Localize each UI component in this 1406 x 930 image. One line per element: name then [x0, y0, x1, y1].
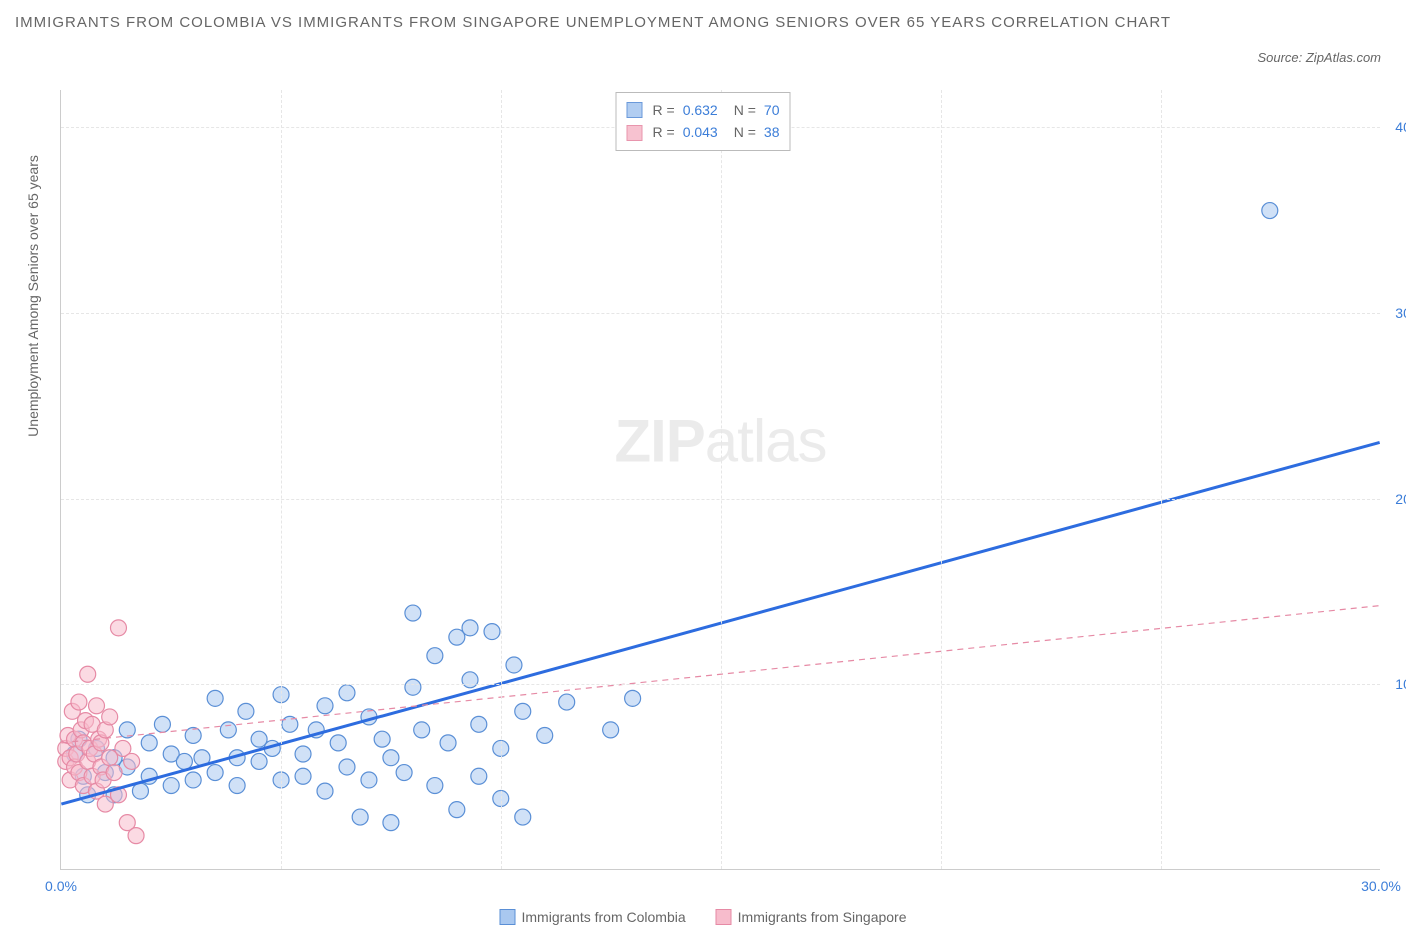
data-point [110, 620, 126, 636]
data-point [238, 703, 254, 719]
data-point [440, 735, 456, 751]
data-point [405, 605, 421, 621]
data-point [339, 685, 355, 701]
legend-n-label: N = [734, 99, 756, 121]
data-point [163, 778, 179, 794]
data-point [89, 698, 105, 714]
legend-r-value: 0.043 [683, 121, 718, 143]
legend-n-label: N = [734, 121, 756, 143]
data-point [396, 765, 412, 781]
y-tick-label: 30.0% [1395, 305, 1406, 321]
series-legend-label: Immigrants from Singapore [738, 909, 907, 925]
data-point [132, 783, 148, 799]
data-point [462, 672, 478, 688]
data-point [185, 772, 201, 788]
data-point [405, 679, 421, 695]
series-legend-item: Immigrants from Colombia [500, 909, 686, 925]
chart-title: IMMIGRANTS FROM COLOMBIA VS IMMIGRANTS F… [15, 10, 1391, 36]
plot-area: ZIPatlas 10.0%20.0%30.0%40.0%0.0%30.0% [60, 90, 1380, 870]
data-point [330, 735, 346, 751]
data-point [295, 746, 311, 762]
data-point [1262, 203, 1278, 219]
gridline-v [501, 90, 502, 869]
data-point [220, 722, 236, 738]
data-point [80, 666, 96, 682]
legend-swatch [716, 909, 732, 925]
y-tick-label: 10.0% [1395, 676, 1406, 692]
data-point [603, 722, 619, 738]
stats-legend-row: R = 0.632 N = 70 [627, 99, 780, 121]
data-point [449, 802, 465, 818]
legend-n-value: 38 [764, 121, 780, 143]
legend-n-value: 70 [764, 99, 780, 121]
data-point [515, 703, 531, 719]
data-point [207, 690, 223, 706]
data-point [185, 727, 201, 743]
gridline-v [941, 90, 942, 869]
data-point [71, 694, 87, 710]
data-point [471, 716, 487, 732]
data-point [352, 809, 368, 825]
data-point [383, 750, 399, 766]
data-point [176, 753, 192, 769]
data-point [559, 694, 575, 710]
data-point [515, 809, 531, 825]
data-point [462, 620, 478, 636]
legend-r-value: 0.632 [683, 99, 718, 121]
legend-r-label: R = [653, 99, 675, 121]
data-point [106, 765, 122, 781]
source-attribution: Source: ZipAtlas.com [1257, 50, 1381, 65]
x-tick-label: 0.0% [45, 878, 77, 894]
legend-r-label: R = [653, 121, 675, 143]
data-point [251, 753, 267, 769]
data-point [317, 698, 333, 714]
data-point [339, 759, 355, 775]
data-point [128, 828, 144, 844]
series-legend-label: Immigrants from Colombia [522, 909, 686, 925]
data-point [361, 772, 377, 788]
x-tick-label: 30.0% [1361, 878, 1401, 894]
series-legend-item: Immigrants from Singapore [716, 909, 907, 925]
data-point [427, 778, 443, 794]
stats-legend: R = 0.632 N = 70 R = 0.043 N = 38 [616, 92, 791, 151]
gridline-v [721, 90, 722, 869]
data-point [154, 716, 170, 732]
gridline-v [1161, 90, 1162, 869]
y-axis-label: Unemployment Among Seniors over 65 years [25, 155, 41, 437]
y-tick-label: 40.0% [1395, 119, 1406, 135]
data-point [484, 624, 500, 640]
data-point [537, 727, 553, 743]
series-legend: Immigrants from Colombia Immigrants from … [500, 909, 907, 925]
data-point [229, 778, 245, 794]
data-point [383, 815, 399, 831]
data-point [374, 731, 390, 747]
data-point [625, 690, 641, 706]
data-point [124, 753, 140, 769]
data-point [102, 709, 118, 725]
data-point [317, 783, 333, 799]
y-tick-label: 20.0% [1395, 491, 1406, 507]
stats-legend-row: R = 0.043 N = 38 [627, 121, 780, 143]
gridline-v [281, 90, 282, 869]
data-point [141, 735, 157, 751]
legend-swatch [500, 909, 516, 925]
legend-swatch [627, 102, 643, 118]
legend-swatch [627, 125, 643, 141]
data-point [471, 768, 487, 784]
data-point [414, 722, 430, 738]
data-point [295, 768, 311, 784]
data-point [506, 657, 522, 673]
data-point [207, 765, 223, 781]
data-point [427, 648, 443, 664]
